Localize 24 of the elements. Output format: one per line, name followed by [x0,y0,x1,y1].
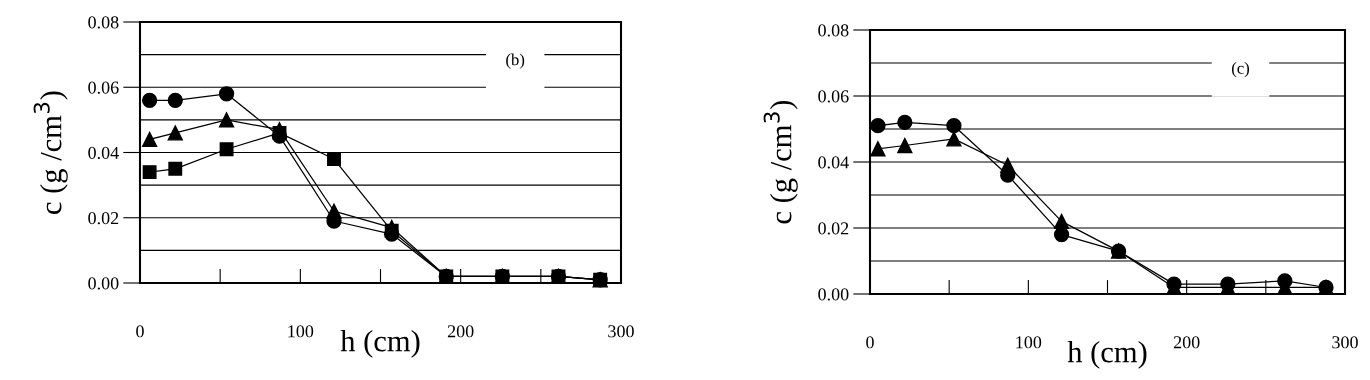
x-tick-label: 100 [288,325,314,338]
y-tick-label: 0.02 [818,222,849,235]
y-tick-label: 0.02 [88,212,119,225]
y-tick-label: 0.06 [88,81,119,94]
x-tick-label: 200 [447,325,474,338]
x-tick-label: 0 [136,325,144,338]
y-tick-label: 0.04 [818,156,849,169]
x-tick-label: 100 [1016,336,1042,349]
y-tick-label: 0.04 [88,146,119,160]
annotation: (b) [506,53,525,69]
y-tick-label: 0.00 [88,277,119,290]
y-tick-label: 0.00 [818,288,849,301]
x-tick-label: 200 [1173,336,1200,349]
y-tick-label: 0.08 [818,24,849,37]
y-axis-title: c (g /cm$^{3}$) [33,91,68,214]
x-tick-label: 300 [1332,336,1358,349]
y-tick-label: 0.06 [818,90,849,103]
x-axis-title: h (cm) [340,329,420,358]
y-tick-label: 0.08 [88,16,119,29]
y-axis-title: c (g /cm$^{3}$) [763,100,798,224]
annotation: (c) [1231,62,1250,78]
x-tick-label: 0 [866,336,874,349]
x-axis-title: h (cm) [1067,340,1147,369]
x-tick-label: 300 [608,325,634,338]
